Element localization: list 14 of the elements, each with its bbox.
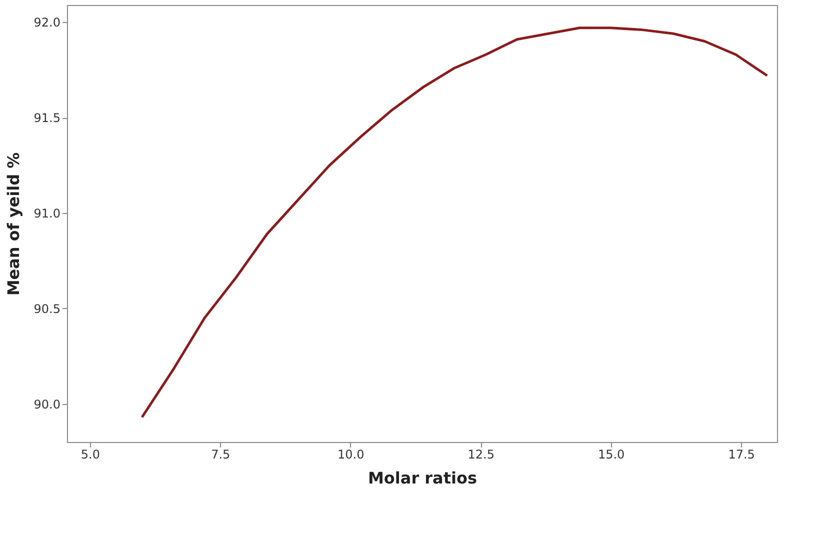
x-tick-label: 17.5: [728, 448, 755, 462]
y-tick-label: 90.0: [34, 397, 60, 412]
y-tick-label: 92.0: [34, 16, 60, 30]
y-tick-label: 91.0: [34, 206, 60, 221]
line-series: [140, 26, 768, 418]
x-axis-title: Molar ratios: [368, 468, 477, 488]
x-tick-label: 10.0: [338, 448, 364, 462]
y-tick-label: 90.5: [34, 302, 60, 316]
x-tick-label: 5.0: [80, 448, 100, 462]
x-tick-label: 12.5: [468, 448, 494, 462]
y-axis-title: Mean of yeild %: [4, 152, 23, 296]
x-tick-label: 7.5: [211, 448, 230, 462]
x-tick-label: 15.0: [598, 448, 625, 462]
y-tick-label: 91.5: [34, 111, 60, 126]
